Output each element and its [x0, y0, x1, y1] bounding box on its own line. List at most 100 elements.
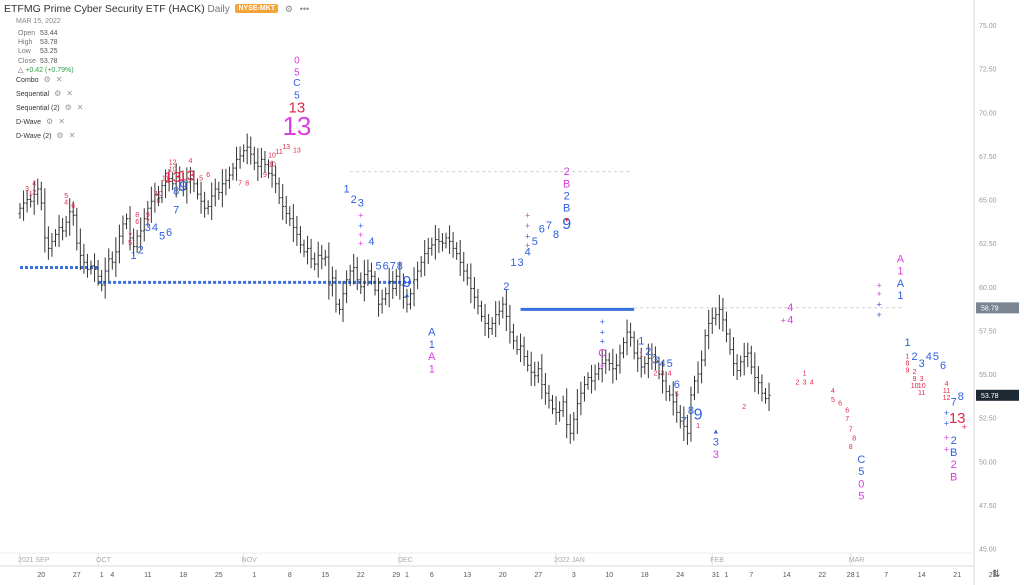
count-label: 4	[64, 200, 68, 207]
count-label: 1	[510, 257, 516, 269]
count-label: 13	[293, 147, 301, 154]
count-label: 3	[713, 449, 719, 461]
gear-icon[interactable]: ⚙	[54, 89, 62, 98]
count-label: 5	[159, 231, 165, 243]
day-label: 20	[37, 572, 45, 579]
interval-label[interactable]: Daily	[207, 4, 230, 15]
ohlc-panel: Open 53.44 High 53.78 Low 53.25 Close 53.78 …	[18, 29, 74, 75]
count-label: 12	[169, 160, 177, 167]
count-label: 4	[152, 222, 158, 234]
count-label: 6	[940, 360, 946, 372]
count-label: 7	[546, 220, 552, 232]
close-icon[interactable]: ✕	[76, 103, 84, 112]
count-label: B	[563, 178, 570, 190]
ohlc-high: High 53.78	[18, 39, 58, 47]
count-label: 3	[803, 379, 807, 386]
count-label: +	[600, 317, 605, 327]
count-label: +	[944, 408, 949, 418]
count-label: 2	[951, 459, 957, 471]
ohlc-low: Low 53.25	[18, 48, 58, 56]
gear-icon[interactable]: ⚙	[284, 4, 293, 14]
count-label: B	[950, 471, 957, 483]
count-label: 5	[375, 260, 381, 272]
count-label: 1	[803, 371, 807, 378]
count-label: 1	[29, 191, 33, 198]
count-label: 7	[173, 204, 179, 216]
day-label: 24	[676, 572, 684, 579]
count-label: C	[857, 454, 865, 466]
count-label: 4	[668, 371, 672, 378]
month-label: MAR	[849, 557, 865, 564]
day-label: 29	[392, 572, 400, 579]
gear-icon[interactable]: ⚙	[56, 131, 64, 140]
count-label: 4	[188, 158, 192, 165]
count-label: 4	[659, 358, 665, 370]
count-label: 7	[951, 396, 957, 408]
day-label: 4	[110, 572, 114, 579]
study-dwave: D-Wave ⚙ ✕	[16, 117, 65, 126]
day-label: 7	[884, 572, 888, 579]
price-label: 58.79	[981, 305, 999, 312]
close-icon[interactable]: ✕	[55, 75, 63, 84]
close-icon[interactable]: ✕	[66, 89, 73, 98]
count-label: 5	[933, 351, 939, 363]
axis-scale-icon[interactable]: ⇅	[992, 569, 1001, 580]
count-label: 8	[173, 185, 179, 197]
count-label: 6	[166, 227, 172, 239]
count-label: 7	[146, 219, 150, 226]
count-label: 8	[245, 181, 249, 188]
count-label: 2	[503, 281, 509, 293]
day-label: 14	[783, 572, 791, 579]
count-label: +	[600, 361, 605, 371]
count-label: 7	[849, 427, 853, 434]
day-label: 22	[357, 572, 365, 579]
count-label: 2	[912, 351, 918, 363]
close-icon[interactable]: ✕	[58, 117, 65, 126]
count-label: 6	[383, 260, 389, 272]
count-label: 5	[667, 358, 673, 370]
day-label: 27	[73, 572, 81, 579]
count-label: 8	[849, 444, 853, 451]
price-tick-label: 47.50	[979, 503, 997, 510]
count-label: 10	[918, 383, 926, 390]
count-label: 1	[638, 335, 644, 347]
price-tick-label: 52.50	[979, 416, 997, 423]
count-label: 9	[694, 406, 703, 423]
count-label: ▲	[403, 292, 410, 299]
count-label: 8	[906, 360, 910, 367]
count-label: +	[358, 230, 363, 240]
count-label: +	[358, 239, 363, 249]
count-label: 2	[951, 435, 957, 447]
day-label: 20	[499, 572, 507, 579]
count-label: 6	[674, 379, 680, 391]
day-label: 15	[321, 572, 329, 579]
more-icon[interactable]: •••	[299, 4, 310, 14]
count-label: 10	[169, 167, 177, 174]
day-label: 1	[724, 572, 728, 579]
gear-icon[interactable]: ⚙	[46, 117, 54, 126]
count-label: +	[876, 310, 881, 320]
close-icon[interactable]: ✕	[68, 131, 76, 140]
gear-icon[interactable]: ⚙	[43, 75, 51, 84]
count-label: 0	[294, 55, 300, 66]
count-label: 7	[390, 260, 396, 272]
count-label: 6	[71, 203, 75, 210]
count-label: 3	[920, 376, 924, 383]
gear-icon[interactable]: ⚙	[64, 103, 72, 112]
count-label: 6	[838, 400, 842, 407]
count-label: 4	[525, 246, 531, 258]
count-label: 1	[639, 352, 643, 359]
day-label: 1	[856, 572, 860, 579]
count-label: B	[563, 203, 570, 215]
count-label: 10	[911, 383, 919, 390]
count-label: 1	[344, 184, 350, 196]
count-label: +	[525, 232, 530, 242]
day-label: 14	[918, 572, 926, 579]
count-label: 9	[402, 274, 411, 291]
day-label: 6	[430, 572, 434, 579]
count-label: 5	[831, 397, 835, 404]
count-label: 8	[688, 405, 694, 417]
count-label: 4	[32, 181, 36, 188]
